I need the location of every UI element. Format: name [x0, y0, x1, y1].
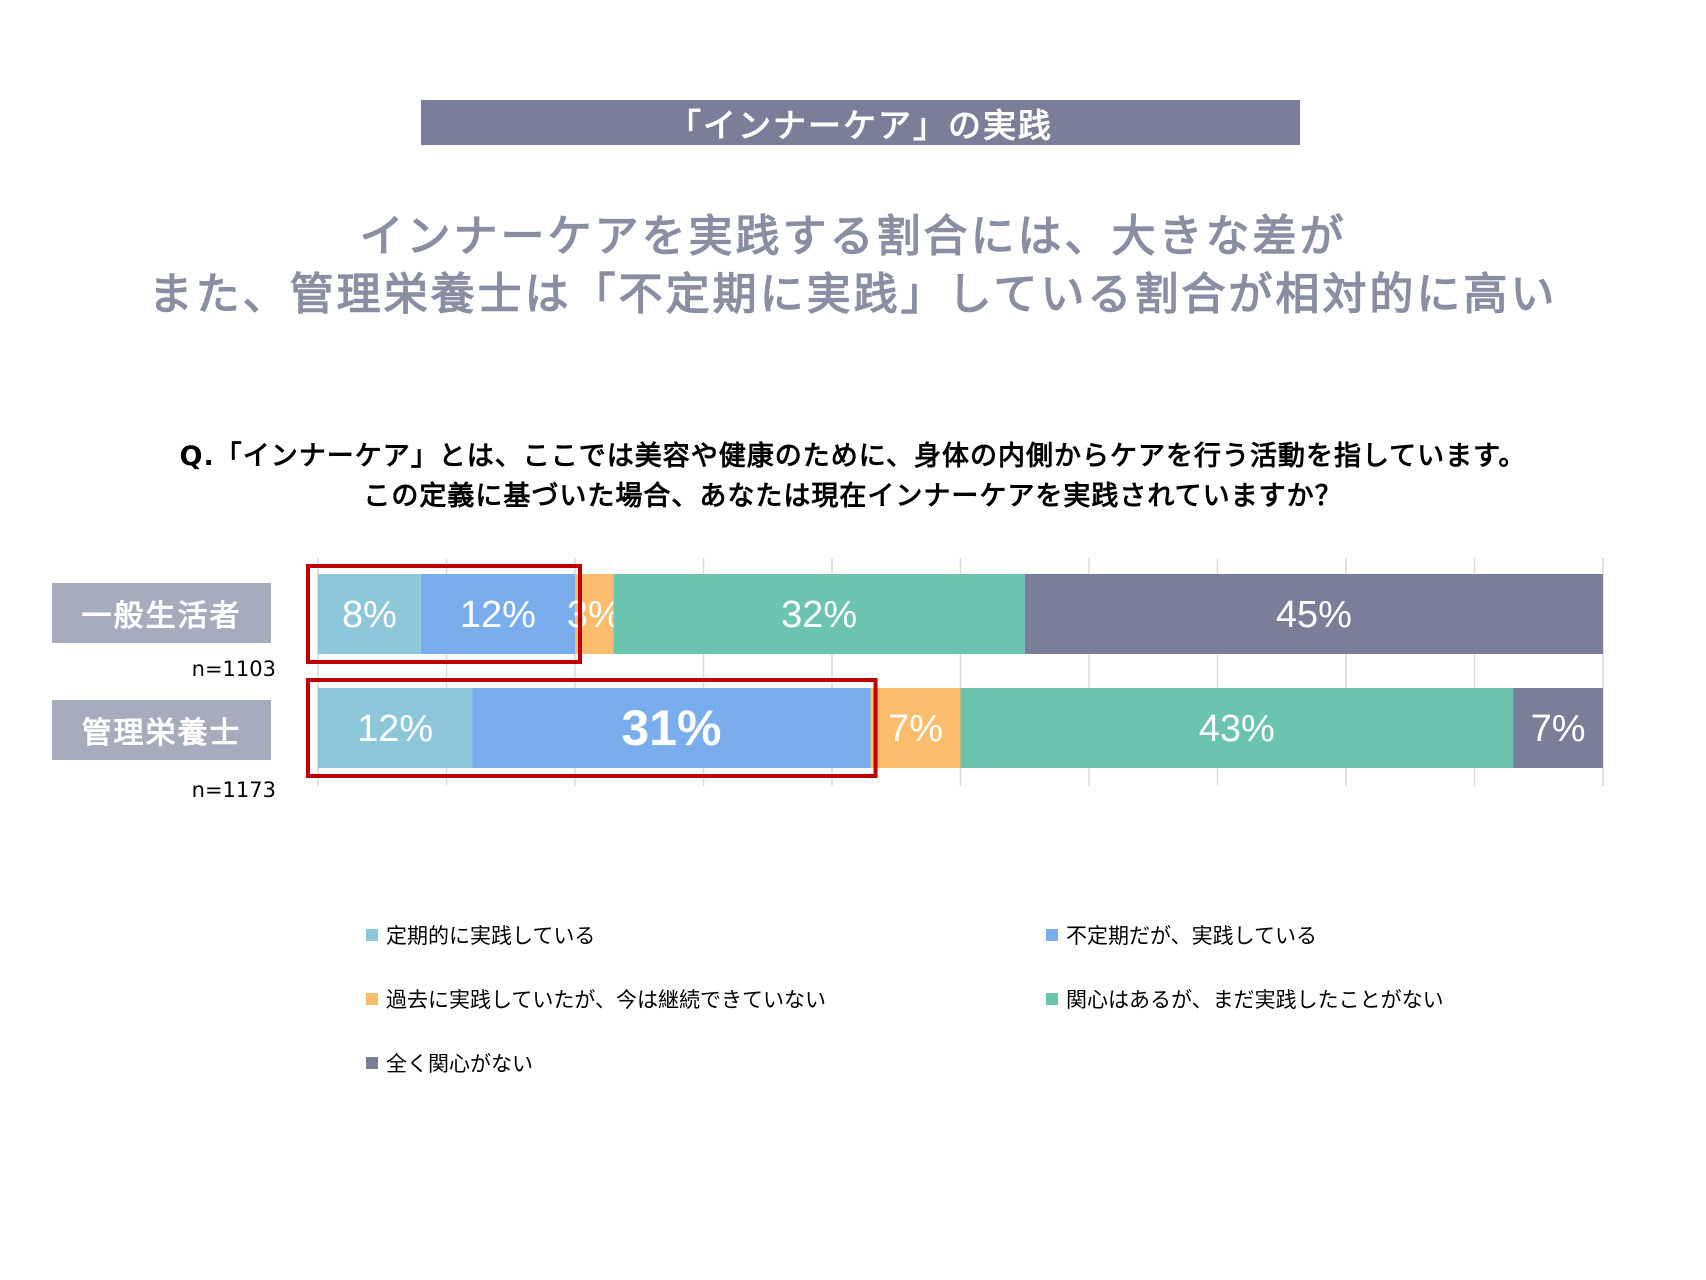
legend-label: 定期的に実践している — [386, 924, 596, 948]
row-label-dietitian: 管理栄養士 — [52, 700, 271, 760]
bar-segment — [960, 688, 1514, 768]
legend-label: 不定期だが、実践している — [1066, 924, 1317, 948]
data-label: 31% — [621, 700, 721, 756]
data-label: 3% — [567, 594, 622, 636]
legend-label: 過去に実践していたが、今は継続できていない — [386, 988, 826, 1012]
data-label: 12% — [357, 708, 433, 750]
bar-segment — [472, 688, 871, 768]
bar-segment — [318, 574, 421, 654]
data-label: 12% — [460, 594, 536, 636]
bar-segment — [870, 688, 961, 768]
data-label: 32% — [781, 594, 857, 636]
headline-line-2: また、管理栄養士は「不定期に実践」している割合が相対的に高い — [148, 269, 1558, 320]
legend-label: 関心はあるが、まだ実践したことがない — [1066, 988, 1444, 1012]
bar-segment — [1024, 574, 1603, 654]
legend-label: 全く関心がない — [386, 1052, 533, 1076]
legend-swatch — [1046, 929, 1058, 941]
data-label: 7% — [1531, 708, 1586, 750]
headline-line-1: インナーケアを実践する割合には、大きな差が — [359, 211, 1347, 262]
bar-segment — [420, 574, 575, 654]
legend-swatch — [1046, 993, 1058, 1005]
section-header-title: 「インナーケア」の実践 — [668, 105, 1053, 145]
legend-swatch — [366, 993, 378, 1005]
section-header: 「インナーケア」の実践 — [421, 100, 1300, 145]
data-label: 8% — [342, 594, 397, 636]
legend-swatch — [366, 929, 378, 941]
data-label: 43% — [1199, 708, 1275, 750]
legend-item: 全く関心がない — [366, 1048, 533, 1078]
data-label: 7% — [888, 708, 943, 750]
legend-item: 関心はあるが、まだ実践したことがない — [1046, 984, 1444, 1014]
legend-item: 過去に実践していたが、今は継続できていない — [366, 984, 826, 1014]
bar-segment — [613, 574, 1025, 654]
legend-item: 定期的に実践している — [366, 920, 595, 950]
highlight-box — [306, 678, 878, 778]
legend-item: 不定期だが、実践している — [1046, 920, 1317, 950]
question-line-2: この定義に基づいた場合、あなたは現在インナーケアを実践されていますか？ — [363, 481, 1343, 512]
legend-swatch — [366, 1057, 378, 1069]
sample-size-general-public: n=1103 — [191, 657, 276, 681]
bar-segment — [1513, 688, 1603, 768]
bar-segment — [318, 688, 473, 768]
row-label-general-public: 一般生活者 — [52, 583, 271, 643]
question-line-1: Q.「インナーケア」とは、ここでは美容や健康のために、身体の内側からケアを行う活… — [179, 441, 1527, 472]
sample-size-dietitian: n=1173 — [191, 778, 276, 802]
highlight-box — [306, 564, 582, 664]
data-label: 45% — [1276, 594, 1352, 636]
